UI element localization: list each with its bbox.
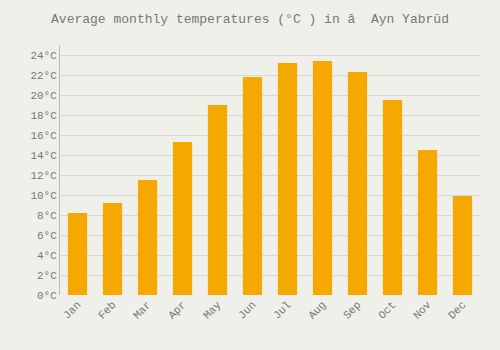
svg-text:Average monthly temperatures (: Average monthly temperatures (°C ) in â … — [51, 12, 449, 27]
svg-text:0°C: 0°C — [37, 290, 57, 302]
svg-text:6°C: 6°C — [37, 230, 57, 242]
svg-text:22°C: 22°C — [30, 70, 57, 82]
svg-text:Mar: Mar — [131, 299, 153, 321]
svg-text:Jul: Jul — [271, 299, 293, 321]
svg-text:12°C: 12°C — [30, 170, 57, 182]
svg-text:24°C: 24°C — [30, 50, 57, 62]
svg-text:2°C: 2°C — [37, 270, 57, 282]
svg-text:18°C: 18°C — [30, 110, 57, 122]
svg-text:16°C: 16°C — [30, 130, 57, 142]
svg-text:8°C: 8°C — [37, 210, 57, 222]
svg-text:Aug: Aug — [306, 299, 328, 321]
svg-text:10°C: 10°C — [30, 190, 57, 202]
svg-text:20°C: 20°C — [30, 90, 57, 102]
svg-text:Sep: Sep — [341, 299, 363, 321]
svg-text:Dec: Dec — [446, 299, 468, 321]
svg-text:4°C: 4°C — [37, 250, 57, 262]
svg-text:14°C: 14°C — [30, 150, 57, 162]
svg-text:Nov: Nov — [411, 299, 434, 322]
svg-text:Jan: Jan — [61, 299, 83, 321]
svg-text:May: May — [201, 299, 224, 322]
svg-text:Apr: Apr — [166, 299, 188, 321]
svg-text:Jun: Jun — [236, 299, 258, 321]
svg-text:Oct: Oct — [376, 299, 398, 321]
svg-text:Feb: Feb — [96, 299, 118, 321]
